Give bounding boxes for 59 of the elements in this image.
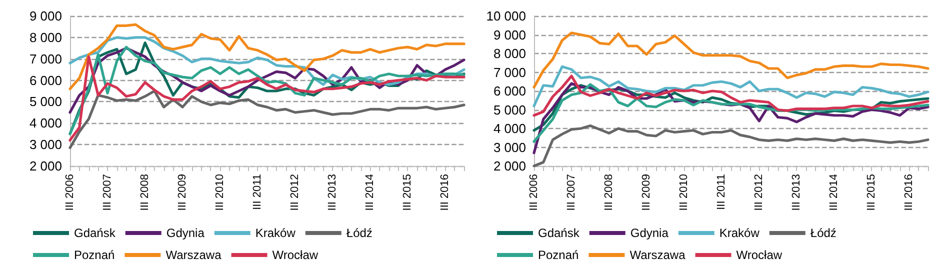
x-tick-label: III 2006 bbox=[528, 174, 540, 211]
y-tick-label: 2 000 bbox=[493, 158, 526, 174]
y-tick-label: 5 000 bbox=[493, 102, 526, 118]
line-series bbox=[532, 32, 930, 89]
y-tick-label: 7 000 bbox=[29, 51, 62, 66]
x-tick-label: III 2011 bbox=[252, 174, 264, 210]
y-tick-label: 8 000 bbox=[29, 30, 62, 45]
x-tick-label: III 2010 bbox=[678, 174, 690, 211]
y-tick-label: 5 000 bbox=[29, 94, 62, 110]
x-tick-label: III 2013 bbox=[326, 174, 339, 211]
y-tick-label: 4 000 bbox=[29, 116, 62, 131]
y-tick-label: 9 000 bbox=[29, 8, 62, 24]
x-tick-label: III 2013 bbox=[790, 174, 803, 211]
y-tick-label: 10 000 bbox=[486, 8, 526, 24]
x-tick-label: III 2009 bbox=[640, 174, 653, 211]
x-tick-label: III 2009 bbox=[176, 174, 189, 211]
line-series bbox=[68, 23, 466, 90]
line-series bbox=[532, 74, 930, 117]
x-tick-label: III 2007 bbox=[566, 174, 578, 211]
legend-label: Wrocław bbox=[736, 248, 782, 262]
legend-label: Kraków bbox=[719, 226, 760, 240]
y-tick-label: 6 000 bbox=[29, 72, 62, 88]
x-tick-label: III 2008 bbox=[139, 174, 152, 211]
y-tick-label: 4 000 bbox=[493, 121, 526, 136]
legend-label: Gdynia bbox=[166, 226, 205, 240]
legend-label: Łódź bbox=[346, 226, 372, 240]
x-tick-label: III 2014 bbox=[364, 174, 376, 211]
line-series bbox=[68, 55, 466, 142]
legend-label: Łódź bbox=[810, 226, 836, 240]
x-tick-label: III 2016 bbox=[439, 174, 452, 211]
x-tick-label: III 2015 bbox=[866, 174, 878, 211]
x-tick-label: III 2008 bbox=[603, 174, 616, 211]
y-tick-label: 9 000 bbox=[493, 27, 526, 42]
legend-label: Gdańsk bbox=[538, 226, 580, 240]
legend-label: Wrocław bbox=[272, 248, 318, 262]
y-tick-label: 7 000 bbox=[493, 64, 526, 80]
x-tick-label: III 2015 bbox=[402, 174, 414, 211]
legend-label: Poznań bbox=[538, 248, 579, 262]
x-tick-label: III 2011 bbox=[716, 174, 728, 210]
x-tick-label: III 2016 bbox=[903, 174, 916, 211]
x-tick-label: III 2012 bbox=[753, 174, 766, 211]
legend-label: Warszawa bbox=[166, 248, 222, 262]
x-tick-label: III 2012 bbox=[289, 174, 302, 211]
line-series bbox=[68, 90, 466, 150]
y-tick-label: 6 000 bbox=[493, 84, 526, 98]
y-tick-label: 8 000 bbox=[493, 46, 526, 61]
y-tick-label: 2 000 bbox=[29, 158, 62, 174]
x-tick-label: III 2010 bbox=[214, 174, 226, 211]
legend-label: Poznań bbox=[74, 248, 115, 262]
y-tick-label: 3 000 bbox=[29, 137, 62, 152]
legend-label: Kraków bbox=[255, 226, 296, 240]
legend-label: Warszawa bbox=[630, 248, 686, 262]
x-tick-label: III 2006 bbox=[64, 174, 76, 211]
x-tick-label: III 2014 bbox=[828, 174, 840, 211]
line-series bbox=[532, 65, 930, 108]
y-tick-label: 3 000 bbox=[493, 140, 526, 155]
x-tick-label: III 2007 bbox=[102, 174, 114, 211]
legend-label: Gdańsk bbox=[74, 226, 116, 240]
legend-label: Gdynia bbox=[630, 226, 669, 240]
